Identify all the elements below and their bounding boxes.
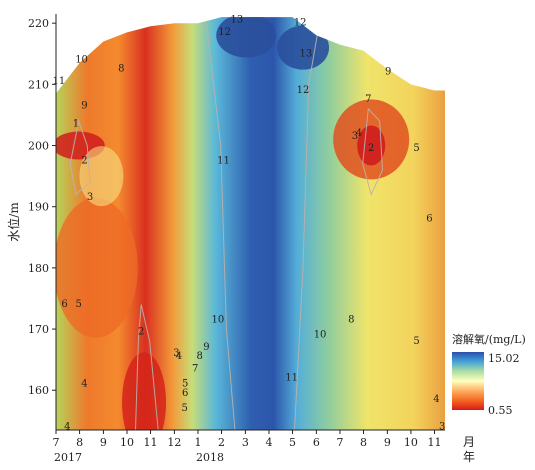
contour-label-34: 2 [368, 143, 374, 154]
contour-label-20: 10 [211, 314, 224, 325]
contour-label-32: 3 [352, 131, 358, 142]
contour-label-29: 8 [348, 314, 354, 325]
y-tick-label: 160 [28, 384, 49, 397]
x-axis-title-year: 年 [463, 450, 475, 464]
x-tick-label: 9 [100, 436, 107, 449]
contour-label-30: 7 [365, 94, 371, 105]
x-tick-label: 11 [427, 436, 441, 449]
contour-label-19: 9 [203, 342, 209, 353]
y-tick-label: 170 [28, 323, 49, 336]
contour-label-27: 11 [285, 373, 298, 384]
colorbar-max-label: 15.02 [488, 352, 520, 365]
contour-label-4: 1 [73, 119, 79, 130]
x-tick-label: 9 [384, 436, 391, 449]
contour-label-38: 4 [433, 394, 439, 405]
x-tick-label: 5 [289, 436, 296, 449]
x-tick-label: 6 [313, 436, 320, 449]
year-label: 2018 [196, 451, 224, 464]
contour-label-16: 6 [182, 388, 188, 399]
colorbar-gradient [452, 352, 484, 410]
year-label: 2017 [54, 451, 82, 464]
contour-label-24: 12 [294, 18, 307, 29]
colorbar: 溶解氧/(mg/L) 15.02 0.55 [452, 332, 526, 417]
x-tick-label: 2 [218, 436, 225, 449]
contour-label-36: 6 [426, 213, 432, 224]
contour-label-10: 4 [64, 421, 70, 432]
x-tick-label: 4 [265, 436, 272, 449]
contour-label-13: 4 [176, 351, 182, 362]
contour-label-37: 5 [413, 336, 419, 347]
y-tick-label: 180 [28, 262, 49, 275]
y-tick-label: 190 [28, 201, 49, 214]
contour-label-31: 9 [385, 67, 391, 78]
contour-label-9: 4 [81, 379, 87, 390]
contour-label-8: 5 [76, 299, 82, 310]
y-tick-label: 220 [28, 17, 49, 30]
contour-label-18: 8 [196, 351, 202, 362]
contour-label-35: 5 [413, 143, 419, 154]
contour-label-21: 11 [217, 155, 230, 166]
colorbar-min-label: 0.55 [488, 404, 513, 417]
contour-label-3: 8 [118, 64, 124, 75]
contour-label-15: 5 [181, 403, 187, 414]
y-tick-label: 200 [28, 140, 49, 153]
x-tick-label: 8 [76, 436, 83, 449]
colorbar-title: 溶解氧/(mg/L) [452, 332, 526, 346]
contour-field [56, 17, 445, 430]
contour-label-2: 9 [81, 100, 87, 111]
contour-label-39: 3 [439, 421, 445, 432]
contour-label-22: 12 [218, 27, 231, 38]
x-tick-label: 10 [120, 436, 134, 449]
x-tick-label: 3 [242, 436, 249, 449]
contour-label-26: 12 [297, 85, 310, 96]
contour-label-0: 11 [52, 76, 65, 87]
contour-label-7: 6 [61, 299, 67, 310]
contour-label-5: 2 [81, 155, 87, 166]
x-tick-label: 12 [167, 436, 181, 449]
contour-label-25: 13 [300, 48, 313, 59]
contour-label-33: 4 [356, 128, 362, 139]
contour-label-12: 3 [173, 348, 179, 359]
contour-label-11: 2 [138, 327, 144, 338]
x-tick-label: 7 [53, 436, 60, 449]
contour-label-23: 13 [231, 15, 244, 26]
y-ticks: 160 170 180 190 200 210 220 [28, 17, 56, 397]
x-tick-label: 8 [360, 436, 367, 449]
x-tick-label: 1 [194, 436, 201, 449]
y-tick-label: 210 [28, 78, 49, 91]
contour-label-17: 7 [192, 363, 198, 374]
x-axis-title: 月 [463, 435, 475, 449]
contour-label-1: 10 [75, 54, 88, 65]
x-tick-label: 7 [336, 436, 343, 449]
contour-label-28: 10 [314, 330, 327, 341]
x-tick-label: 11 [144, 436, 158, 449]
contour-label-6: 3 [87, 192, 93, 203]
y-axis-title: 水位/m [6, 202, 21, 242]
contour-label-14: 5 [182, 379, 188, 390]
x-tick-label: 10 [404, 436, 418, 449]
